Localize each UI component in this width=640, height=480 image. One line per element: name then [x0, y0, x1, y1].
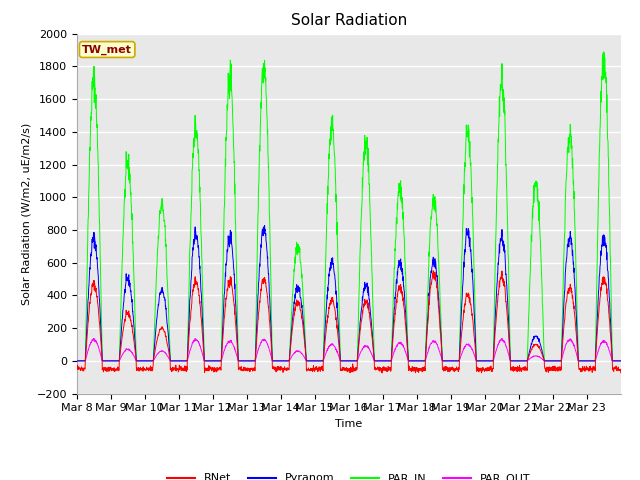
X-axis label: Time: Time	[335, 419, 362, 429]
Title: Solar Radiation: Solar Radiation	[291, 13, 407, 28]
Y-axis label: Solar Radiation (W/m2, uE/m2/s): Solar Radiation (W/m2, uE/m2/s)	[21, 122, 31, 305]
Text: TW_met: TW_met	[82, 44, 132, 55]
Legend: RNet, Pyranom, PAR_IN, PAR_OUT: RNet, Pyranom, PAR_IN, PAR_OUT	[163, 469, 534, 480]
